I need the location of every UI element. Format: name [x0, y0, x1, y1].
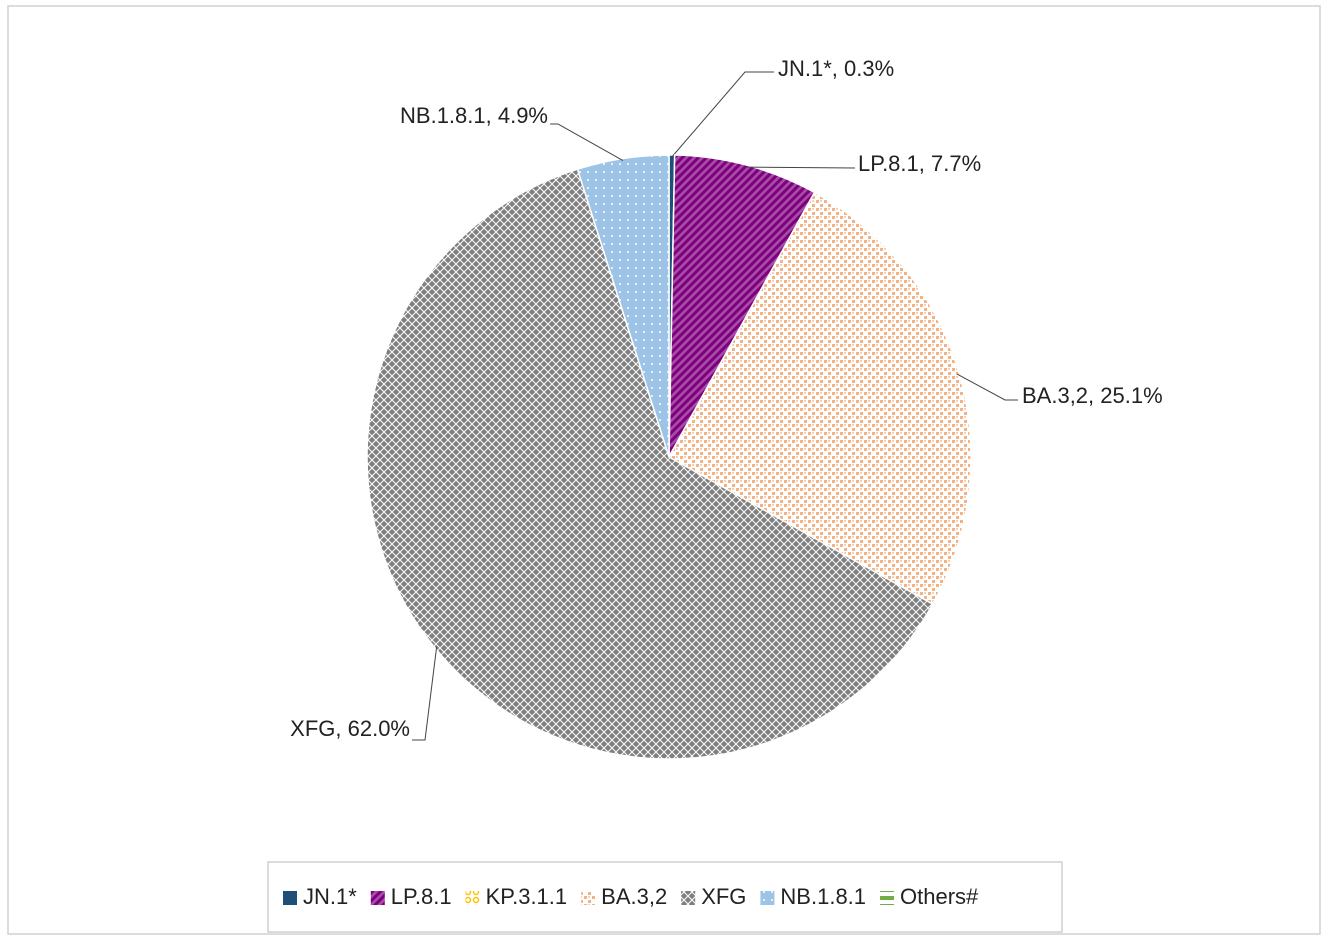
- legend-label: BA.3,2: [601, 884, 667, 909]
- legend-swatch: [760, 891, 775, 905]
- legend-swatch: [681, 891, 696, 905]
- data-label: BA.3,2, 25.1%: [1022, 383, 1163, 408]
- pie-slice: [576, 154, 670, 458]
- legend-label: Others#: [900, 884, 979, 909]
- leader-line: [412, 646, 438, 741]
- data-label: LP.8.1, 7.7%: [858, 151, 981, 176]
- data-label: NB.1.8.1, 4.9%: [400, 103, 548, 128]
- pie-slice: [366, 168, 934, 760]
- pie-slice: [668, 154, 816, 458]
- pie-slice: [667, 191, 972, 606]
- legend-swatch: [465, 891, 480, 905]
- legend-swatch: [283, 891, 297, 905]
- legend-label: XFG: [701, 884, 746, 909]
- legend-swatch: [370, 891, 385, 905]
- legend-box: [267, 861, 1063, 933]
- legend-label: JN.1*: [303, 884, 357, 909]
- leader-line: [671, 71, 774, 158]
- legend-label: LP.8.1: [391, 884, 452, 909]
- data-label: JN.1*, 0.3%: [778, 56, 894, 81]
- leader-line: [550, 123, 624, 161]
- legend-swatch: [581, 891, 596, 905]
- legend-label: NB.1.8.1: [780, 884, 866, 909]
- legend-swatch: [880, 891, 895, 905]
- leader-line: [957, 373, 1018, 401]
- leader-line: [746, 166, 856, 169]
- legend-label: KP.3.1.1: [486, 884, 568, 909]
- data-label: XFG, 62.0%: [290, 716, 410, 741]
